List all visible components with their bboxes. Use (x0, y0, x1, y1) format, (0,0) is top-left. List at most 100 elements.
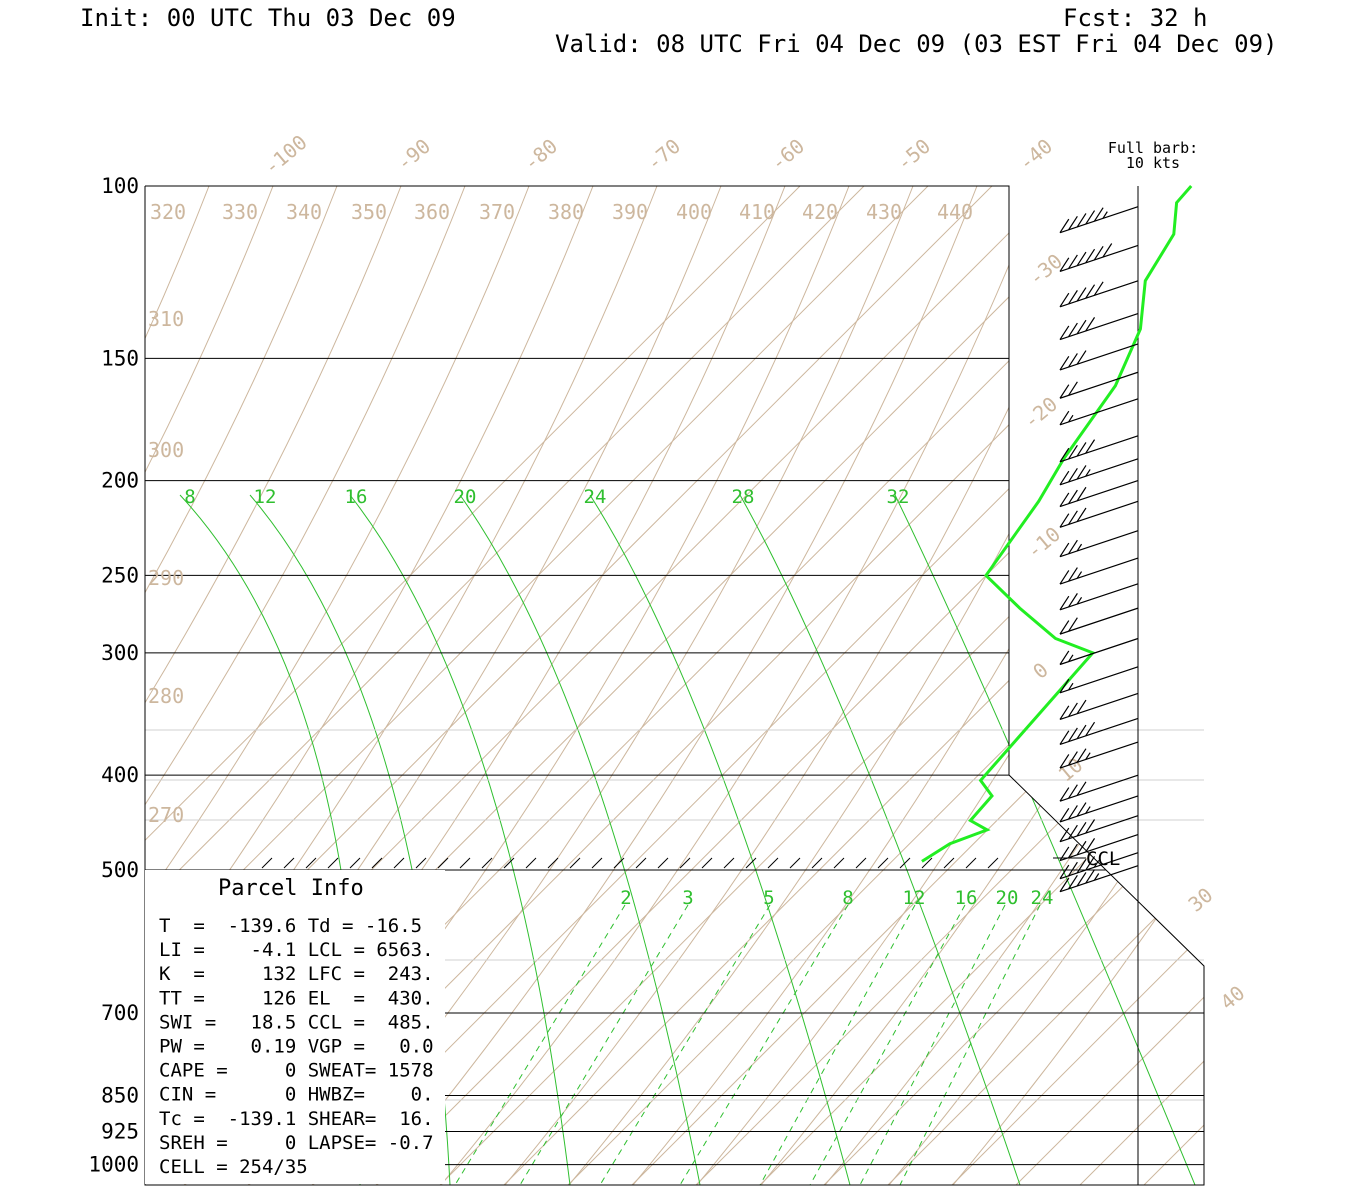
moist-adiabat-line (349, 494, 571, 1185)
dry-adiabat-line (145, 186, 210, 1185)
parcel-info-rows: T = -139.6 Td = -16.5LI = -4.1 LCL = 656… (159, 915, 434, 1178)
mixing-ratio-label: 16 (955, 887, 978, 909)
temperature-sounding-line (921, 185, 1193, 863)
isotherm-label: -100 (259, 130, 311, 179)
dry-adiabat-line (145, 186, 146, 1185)
moist-adiabat-label: 32 (887, 486, 910, 508)
wind-barb (1059, 666, 1139, 694)
parcel-info-box (145, 870, 445, 1184)
hatch-tick (547, 857, 559, 869)
dry-adiabat-line (696, 186, 1204, 1185)
mixing-ratio-line (454, 904, 626, 1185)
moist-adiabat-line (894, 494, 1196, 1185)
pressure-label: 300 (101, 641, 139, 665)
wind-barb (1059, 458, 1139, 486)
hatch-tick (833, 857, 845, 869)
isotherm-label: -70 (642, 134, 685, 176)
parcel-info-row: TT = 126 EL = 430. (159, 987, 434, 1009)
pressure-label: 850 (101, 1084, 139, 1108)
wind-barbs (1059, 206, 1139, 893)
moist-adiabat-label: 28 (732, 486, 755, 508)
wind-barb (1059, 774, 1139, 802)
wind-barb (1059, 637, 1139, 666)
parcel-info-row: SREH = 0 LAPSE= -0.7 (159, 1132, 434, 1154)
hatch-tick (371, 857, 383, 869)
theta-label-left: 310 (148, 307, 184, 331)
isotherm-label: 40 (1216, 981, 1250, 1015)
wind-barb (1059, 717, 1139, 745)
isotherm-line (439, 186, 1204, 1185)
moist-adiabat-line (459, 494, 701, 1185)
wind-barb (1059, 692, 1139, 720)
isotherm-line (311, 186, 1204, 1185)
isotherm-line (375, 186, 1204, 1185)
isotherm-label: -90 (392, 134, 435, 176)
isotherm-line (1272, 186, 1350, 1185)
hatch-tick (415, 857, 427, 869)
wind-barb (1059, 243, 1139, 272)
ccl-label: CCL (1086, 848, 1120, 870)
hatch-tick (613, 857, 625, 869)
wind-barb (1059, 833, 1139, 862)
parcel-info-title: Parcel Info (218, 876, 364, 901)
wind-barb (1059, 206, 1139, 234)
theta-label: 430 (866, 200, 902, 224)
hatch-tick (745, 857, 757, 869)
pressure-label: 100 (101, 174, 139, 198)
dry-adiabat-line (440, 186, 1042, 1185)
theta-label: 400 (676, 200, 712, 224)
hatch-tick (811, 857, 823, 869)
wind-barb (1059, 435, 1139, 463)
moist-adiabat-label: 16 (345, 486, 368, 508)
pressure-label: 250 (101, 563, 139, 587)
hatch-tick (437, 857, 449, 869)
parcel-info-row: CIN = 0 HWBZ= 0. (159, 1084, 434, 1106)
wind-barb (1059, 480, 1139, 508)
dry-adiabat-line (632, 186, 1204, 1185)
isotherm-line (503, 186, 1204, 1185)
hatch-tick (591, 857, 603, 869)
mixing-ratio-label: 20 (996, 887, 1019, 909)
info-box-hatching (261, 857, 999, 869)
isotherm-line (145, 186, 865, 1185)
theta-label: 440 (937, 200, 973, 224)
isotherm-line (823, 186, 1204, 1185)
dry-adiabat-line (760, 186, 1204, 1185)
wind-barb (1059, 343, 1139, 371)
dry-adiabat-line (145, 186, 466, 1185)
mixing-ratio-line (599, 904, 771, 1185)
pressure-label: 500 (101, 858, 139, 882)
mixing-ratio-label: 24 (1031, 887, 1054, 909)
mixing-ratio-line (809, 904, 966, 1185)
theta-label: 350 (351, 200, 387, 224)
wind-barb (1059, 607, 1139, 635)
parcel-info-row: K = 132 LFC = 243. (159, 963, 434, 985)
moist-adiabat-label: 20 (454, 486, 477, 508)
dry-adiabat-line (376, 186, 978, 1185)
hatch-tick (525, 857, 537, 869)
isotherm-line (567, 186, 1204, 1185)
isotherm-label: 30 (1184, 883, 1218, 917)
grid-labels: -100 -90 -80 -70 -60 -50 -40-30-20-10010304032… (148, 130, 1249, 1015)
theta-label: 370 (479, 200, 515, 224)
pressure-label: 200 (101, 469, 139, 493)
barb-legend-line2: 10 kts (1126, 154, 1180, 172)
hatch-tick (877, 857, 889, 869)
isotherm-line (887, 186, 1204, 1185)
theta-label-left: 290 (148, 566, 184, 590)
moist-adiabat-label: 12 (254, 486, 277, 508)
adiabat-labels: 8 12 16 20 24 28 32 2 3 5 8 12 16 20 24 (184, 486, 1053, 909)
theta-label-left: 280 (148, 684, 184, 708)
theta-label-left: 270 (148, 803, 184, 827)
isotherm-line (145, 186, 801, 1185)
wind-barb (1059, 398, 1139, 426)
isotherm-label: -60 (766, 134, 809, 176)
dry-adiabat-line (952, 186, 1204, 1185)
theta-label-left: 300 (148, 438, 184, 462)
dry-adiabat-line (145, 186, 594, 1185)
dry-adiabat-line (824, 186, 1204, 1185)
theta-label: 420 (802, 200, 838, 224)
mixing-ratio-line (899, 904, 1041, 1185)
hatch-tick (767, 857, 779, 869)
